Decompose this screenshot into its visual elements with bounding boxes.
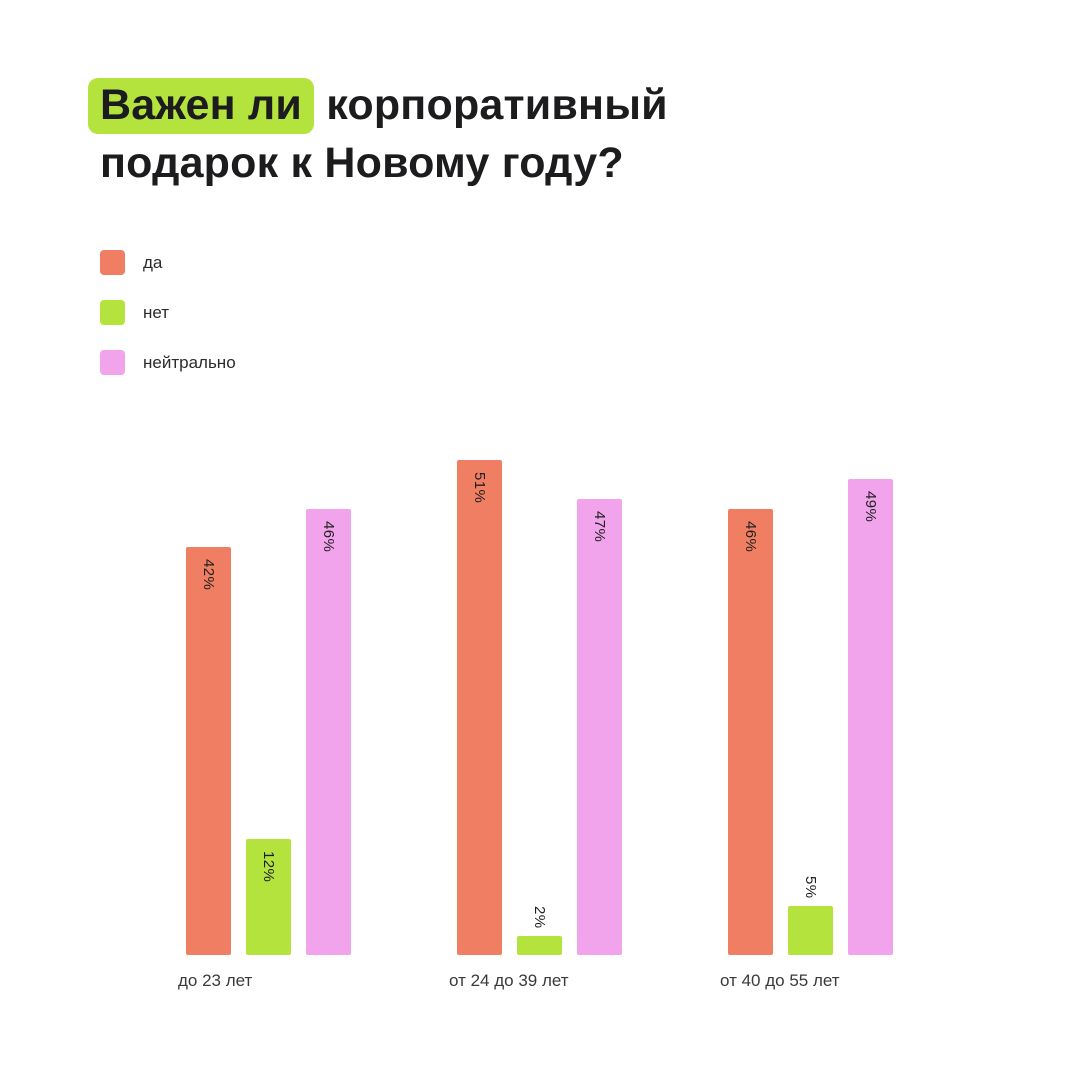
chart-legend: да нет нейтрально	[100, 250, 236, 375]
bar-value-label: 12%	[260, 851, 277, 883]
category-label: от 40 до 55 лет	[720, 971, 840, 990]
bar-group1-series1: 2%	[517, 906, 562, 955]
legend-label-yes: да	[143, 252, 163, 272]
bar-group2-series2: 49%	[848, 479, 893, 955]
category-label: до 23 лет	[178, 971, 253, 990]
title-line1-rest: корпоративный	[314, 81, 668, 129]
bar-value-label: 46%	[320, 521, 337, 553]
bar-group1-series2: 47%	[577, 499, 622, 955]
legend-label-neutral: нейтрально	[143, 352, 236, 372]
bar-chart: 42% 12% 46% до 23 лет 51% 2% 47% от 24 до 39 ле…	[100, 460, 1020, 990]
legend-item-neutral: нейтрально	[100, 350, 236, 375]
bar-value-label: 49%	[862, 491, 879, 523]
legend-item-no: нет	[100, 300, 236, 325]
legend-item-yes: да	[100, 250, 236, 275]
bar-value-label: 2%	[531, 905, 548, 928]
bar-value-label: 42%	[200, 559, 217, 591]
bar-value-label: 51%	[471, 472, 488, 504]
bar-group0-series1: 12%	[246, 839, 291, 955]
bar-group0-series2: 46%	[306, 509, 351, 955]
bar-group2-series0: 46%	[728, 509, 773, 955]
category-label: от 24 до 39 лет	[449, 971, 569, 990]
bar-value-label: 5%	[802, 875, 819, 898]
title-line2: подарок к Новому году?	[100, 139, 624, 187]
bar-value-label: 46%	[742, 521, 759, 553]
title-highlight: Важен ли	[88, 78, 315, 134]
page-title: Важен ли корпоративный подарок к Новому г…	[88, 76, 668, 192]
legend-swatch-yes	[100, 250, 125, 275]
legend-swatch-neutral	[100, 350, 125, 375]
legend-label-no: нет	[143, 302, 170, 322]
bar-group2-series1: 5%	[788, 876, 833, 955]
bar-value-label: 47%	[591, 511, 608, 543]
legend-swatch-no	[100, 300, 125, 325]
bar-group0-series0: 42%	[186, 547, 231, 955]
bar-group1-series0: 51%	[457, 460, 502, 955]
